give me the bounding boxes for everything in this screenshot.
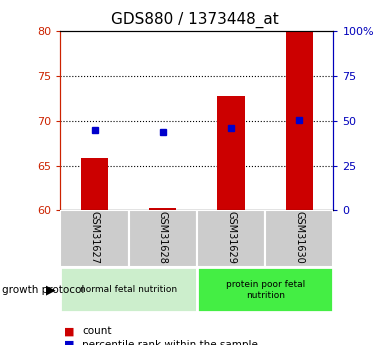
Bar — [60, 267, 197, 312]
Text: GSM31628: GSM31628 — [158, 211, 168, 264]
Bar — [60, 210, 129, 267]
Bar — [129, 210, 197, 267]
Text: GDS880 / 1373448_at: GDS880 / 1373448_at — [111, 12, 279, 28]
Bar — [265, 210, 333, 267]
Text: ■: ■ — [64, 326, 75, 336]
Bar — [81, 158, 108, 210]
Text: growth protocol: growth protocol — [2, 285, 84, 295]
Text: count: count — [82, 326, 112, 336]
Text: ■: ■ — [64, 340, 75, 345]
Text: percentile rank within the sample: percentile rank within the sample — [82, 340, 258, 345]
Bar — [197, 210, 265, 267]
Text: protein poor fetal
nutrition: protein poor fetal nutrition — [225, 280, 305, 299]
Text: GSM31629: GSM31629 — [226, 211, 236, 264]
Text: normal fetal nutrition: normal fetal nutrition — [80, 285, 177, 294]
Bar — [285, 31, 313, 210]
Bar — [149, 208, 176, 210]
Text: ▶: ▶ — [46, 283, 55, 296]
Text: GSM31630: GSM31630 — [294, 211, 304, 264]
Text: GSM31627: GSM31627 — [90, 211, 99, 264]
Bar — [218, 96, 245, 210]
Bar — [197, 267, 333, 312]
